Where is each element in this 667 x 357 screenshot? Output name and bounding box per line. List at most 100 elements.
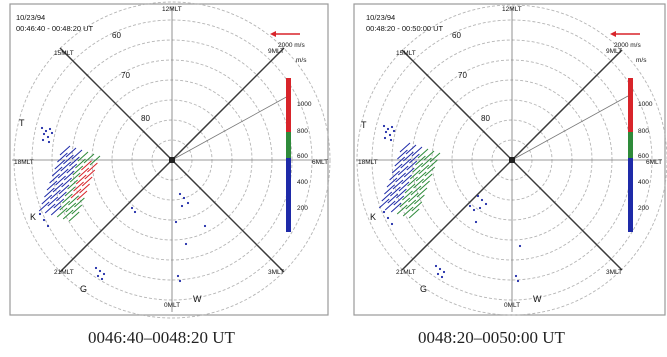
velocity-vector bbox=[396, 188, 407, 199]
velocity-vector bbox=[406, 160, 418, 171]
data-point bbox=[440, 275, 444, 279]
velocity-vector bbox=[402, 206, 414, 217]
scale-arrow-head bbox=[610, 31, 616, 37]
velocity-vector bbox=[410, 185, 422, 196]
date-label: 10/23/94 bbox=[16, 13, 45, 22]
caption-left: 0046:40–0048:20 UT bbox=[88, 328, 235, 347]
velocity-vector bbox=[405, 199, 417, 210]
velocity-vector bbox=[83, 153, 95, 164]
mlt-label-6: 6MLT bbox=[312, 159, 328, 166]
data-point bbox=[476, 194, 480, 198]
velocity-vector bbox=[409, 153, 420, 164]
station-label-g: G bbox=[80, 284, 87, 294]
data-point bbox=[178, 279, 182, 283]
velocity-vector bbox=[65, 147, 77, 158]
velocity-vector bbox=[58, 184, 70, 195]
velocity-vector bbox=[47, 196, 59, 207]
left-panel: 10/23/94 00:46:40 - 00:48:20 UT 60 70 80… bbox=[9, 1, 331, 319]
data-point bbox=[96, 274, 100, 278]
velocity-vector bbox=[76, 190, 88, 201]
data-point bbox=[50, 131, 54, 135]
velocity-vector bbox=[429, 152, 441, 163]
velocity-vector bbox=[67, 179, 78, 190]
velocity-vector bbox=[49, 173, 60, 184]
colorbar-tick-600: 600 bbox=[638, 153, 649, 160]
data-point bbox=[176, 274, 180, 278]
velocity-vector bbox=[405, 144, 417, 155]
data-point bbox=[184, 242, 188, 246]
velocity-vector bbox=[71, 204, 83, 215]
velocity-vector bbox=[59, 145, 71, 156]
data-point bbox=[94, 266, 98, 270]
data-point bbox=[98, 269, 102, 273]
data-point bbox=[468, 204, 472, 208]
velocity-vector bbox=[403, 151, 414, 162]
velocity-vector bbox=[60, 161, 72, 172]
colorbar-blue bbox=[286, 158, 291, 232]
mlt-label-21: 21MLT bbox=[54, 269, 74, 276]
data-point bbox=[44, 129, 48, 133]
velocity-vector bbox=[384, 184, 395, 195]
pole-marker bbox=[509, 157, 515, 163]
velocity-vector bbox=[415, 155, 426, 166]
data-point bbox=[42, 132, 46, 136]
data-point bbox=[178, 192, 182, 196]
data-point bbox=[46, 224, 50, 228]
velocity-vector bbox=[397, 165, 409, 176]
velocity-vector bbox=[392, 179, 404, 190]
velocity-vector bbox=[399, 197, 411, 208]
station-label-t: T bbox=[19, 118, 25, 128]
data-point bbox=[130, 206, 134, 210]
data-points bbox=[382, 124, 522, 283]
velocity-vector bbox=[63, 154, 74, 165]
velocity-vectors bbox=[38, 145, 101, 222]
data-point bbox=[133, 210, 137, 214]
velocity-vector bbox=[418, 164, 430, 175]
colorbar-tick-400: 400 bbox=[638, 179, 649, 186]
velocity-vector bbox=[378, 198, 390, 209]
data-point bbox=[47, 140, 51, 144]
velocity-vector bbox=[72, 165, 84, 176]
velocity-vector bbox=[75, 158, 86, 169]
velocity-vector bbox=[419, 180, 430, 191]
velocity-vector bbox=[386, 177, 398, 188]
velocity-vector bbox=[68, 211, 80, 222]
colorbar-tick-200: 200 bbox=[638, 205, 649, 212]
lat-label-60: 60 bbox=[452, 31, 461, 40]
data-point bbox=[480, 198, 484, 202]
velocity-vector bbox=[66, 163, 78, 174]
colorbar-green bbox=[286, 132, 291, 158]
mlt-label-3: 3MLT bbox=[268, 269, 284, 276]
mlt-label-0: 0MLT bbox=[164, 302, 180, 309]
station-label-g: G bbox=[420, 284, 427, 294]
data-point bbox=[186, 201, 190, 205]
velocity-vector bbox=[391, 163, 403, 174]
mlt-label-15: 15MLT bbox=[54, 50, 74, 57]
data-point bbox=[42, 218, 46, 222]
velocity-vector bbox=[411, 201, 423, 212]
data-point bbox=[514, 274, 518, 278]
colorbar-blue bbox=[628, 158, 633, 232]
data-point bbox=[389, 138, 393, 142]
right-panel: 10/23/94 00:48:20 - 00:50:00 UT 60 70 80… bbox=[353, 3, 667, 316]
colorbar-tick-400: 400 bbox=[297, 179, 308, 186]
date-label: 10/23/94 bbox=[366, 13, 395, 22]
velocity-vector bbox=[71, 149, 83, 160]
velocity-vector bbox=[408, 192, 419, 203]
data-point bbox=[48, 127, 52, 131]
velocity-vector bbox=[387, 193, 399, 204]
scale-vector-label: 2000 m/s bbox=[278, 42, 305, 49]
data-point bbox=[484, 202, 488, 206]
velocity-vector bbox=[389, 170, 400, 181]
data-point bbox=[438, 267, 442, 271]
data-point bbox=[436, 272, 440, 276]
mlt-label-9: 9MLT bbox=[268, 48, 284, 55]
mlt-label-18: 18MLT bbox=[14, 159, 34, 166]
velocity-vectors bbox=[378, 142, 441, 219]
mlt-label-3: 3MLT bbox=[606, 269, 622, 276]
velocity-vector bbox=[403, 167, 415, 178]
velocity-vector bbox=[421, 173, 433, 184]
mlt-label-12: 12MLT bbox=[502, 6, 522, 13]
velocity-vector bbox=[396, 204, 408, 215]
